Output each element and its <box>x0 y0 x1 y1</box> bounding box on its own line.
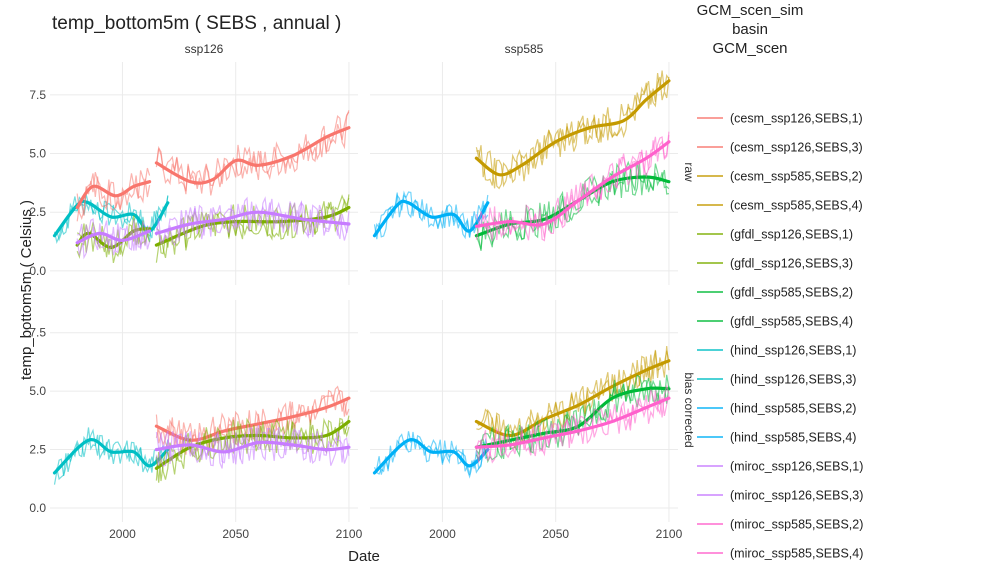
legend-item: (gfdl_ssp126,SEBS,3) <box>697 257 853 271</box>
legend-label: (miroc_ssp585,SEBS,2) <box>730 518 863 532</box>
series-trace-miroc <box>475 385 670 464</box>
legend-item: (hind_ssp126,SEBS,3) <box>697 373 856 387</box>
series-trace-miroc <box>475 135 670 240</box>
panel-ssp585-raw <box>372 70 671 252</box>
series-trace-gfdl <box>156 194 350 255</box>
strip-label-raw: raw <box>682 162 696 182</box>
axes: 0.0 2.5 5.0 7.5 0.0 2.5 5.0 7.5 2000 2050 2100 2000… <box>29 88 682 541</box>
legend-item: (hind_ssp126,SEBS,1) <box>697 344 856 358</box>
series-trend-hind <box>372 199 490 238</box>
series-trend-miroc <box>474 140 671 228</box>
strip-label-ssp126: ssp126 <box>185 42 224 56</box>
x-axis-title: Date <box>348 548 380 565</box>
legend-item: (hind_ssp585,SEBS,4) <box>697 431 856 445</box>
x-tick-label: 2000 <box>109 527 136 541</box>
legend-label: (gfdl_ssp585,SEBS,4) <box>730 315 853 329</box>
legend-item: (gfdl_ssp126,SEBS,1) <box>697 228 853 242</box>
legend-title-line: basin <box>732 21 768 38</box>
legend-label: (gfdl_ssp126,SEBS,3) <box>730 257 853 271</box>
strip-label-ssp585: ssp585 <box>505 42 544 56</box>
y-tick-label: 5.0 <box>29 384 46 398</box>
legend-title-line: GCM_scen <box>712 40 787 57</box>
legend-item: (miroc_ssp585,SEBS,2) <box>697 518 863 532</box>
y-tick-label: 2.5 <box>29 205 46 219</box>
series-trace-cesm <box>76 173 151 220</box>
legend-item: (gfdl_ssp585,SEBS,2) <box>697 286 853 300</box>
series-trend-gfdl <box>154 419 351 470</box>
legend-label: (gfdl_ssp585,SEBS,2) <box>730 286 853 300</box>
x-tick-label: 2100 <box>336 527 363 541</box>
legend-label: (cesm_ssp585,SEBS,4) <box>730 199 863 213</box>
panel-grid <box>370 62 678 285</box>
x-tick-label: 2100 <box>656 527 683 541</box>
legend-label: (hind_ssp585,SEBS,4) <box>730 431 856 445</box>
legend-item: (miroc_ssp126,SEBS,1) <box>697 460 863 474</box>
y-tick-label: 5.0 <box>29 147 46 161</box>
legend-label: (hind_ssp126,SEBS,1) <box>730 344 856 358</box>
legend-label: (miroc_ssp126,SEBS,3) <box>730 489 863 503</box>
y-tick-label: 0.0 <box>29 501 46 515</box>
x-tick-label: 2050 <box>542 527 569 541</box>
series-trace-miroc <box>77 218 151 260</box>
legend-label: (cesm_ssp585,SEBS,2) <box>730 170 863 184</box>
strip-label-bias-corrected: bias corrected <box>682 372 696 447</box>
legend-item: (miroc_ssp585,SEBS,4) <box>697 547 863 561</box>
legend-label: (cesm_ssp126,SEBS,3) <box>730 141 863 155</box>
panel-ssp585-bias-corrected <box>372 345 671 479</box>
series-trend-cesm <box>474 359 671 438</box>
panel-grid <box>370 300 678 522</box>
legend-item: (miroc_ssp126,SEBS,3) <box>697 489 863 503</box>
facet-panels <box>50 62 678 522</box>
series-trend-cesm <box>75 180 152 210</box>
legend-item: (cesm_ssp585,SEBS,2) <box>697 170 863 184</box>
series-trace-cesm <box>155 110 350 194</box>
legend-label: (gfdl_ssp126,SEBS,1) <box>730 228 853 242</box>
y-tick-label: 7.5 <box>29 88 46 102</box>
legend-item: (cesm_ssp126,SEBS,1) <box>697 112 863 126</box>
legend-item: (cesm_ssp585,SEBS,4) <box>697 199 863 213</box>
legend-title-line: GCM_scen_sim <box>697 2 804 19</box>
series-trend-hind <box>372 438 490 475</box>
legend-item: (cesm_ssp126,SEBS,3) <box>697 141 863 155</box>
series-trend-miroc <box>474 396 671 449</box>
y-axis-title: temp_bottom5m ( Celsius ) <box>18 200 35 380</box>
legend-label: (hind_ssp126,SEBS,3) <box>730 373 856 387</box>
legend-item: (gfdl_ssp585,SEBS,4) <box>697 315 853 329</box>
series-trend-miroc <box>75 229 152 245</box>
series-trace-miroc <box>155 425 350 467</box>
y-tick-label: 0.0 <box>29 264 46 278</box>
series-trend-miroc <box>154 210 351 235</box>
x-tick-label: 2050 <box>222 527 249 541</box>
y-tick-label: 2.5 <box>29 443 46 457</box>
x-tick-label: 2000 <box>429 527 456 541</box>
legend-label: (cesm_ssp126,SEBS,1) <box>730 112 863 126</box>
series-trend-hind <box>52 438 170 475</box>
series-trend-miroc <box>154 440 351 454</box>
y-tick-label: 7.5 <box>29 326 46 340</box>
legend-label: (miroc_ssp126,SEBS,1) <box>730 460 863 474</box>
legend-label: (hind_ssp585,SEBS,2) <box>730 402 856 416</box>
series-trend-gfdl <box>474 386 671 449</box>
series-trend-cesm <box>474 79 671 177</box>
chart-title: temp_bottom5m ( SEBS , annual ) <box>52 13 341 34</box>
panel-ssp126-raw <box>52 110 351 264</box>
panel-ssp126-bias-corrected <box>52 385 351 485</box>
legend-label: (miroc_ssp585,SEBS,4) <box>730 547 863 561</box>
series-trace-hind <box>373 431 489 479</box>
legend-item: (hind_ssp585,SEBS,2) <box>697 402 856 416</box>
series-trace-gfdl <box>475 162 670 252</box>
series-trend-cesm <box>154 126 351 185</box>
